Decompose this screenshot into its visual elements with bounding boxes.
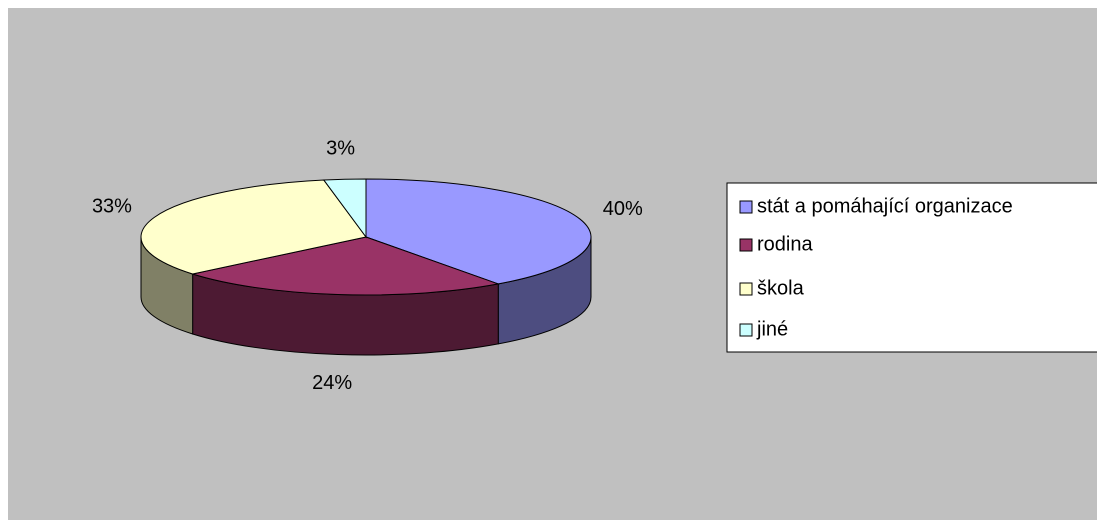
data-label: 24% [312,372,352,394]
legend-label: rodina [757,233,813,255]
legend-swatch [739,282,753,296]
data-label: 3% [326,138,355,160]
legend-label: jiné [756,318,788,340]
slice [365,178,592,285]
data-label: 33% [92,195,132,217]
slice [140,179,367,275]
legend-swatch [739,238,753,252]
data-label: 40% [603,198,643,220]
slice [322,178,367,239]
legend [726,182,1097,353]
legend-swatch [739,323,753,337]
legend-label: škola [757,277,805,299]
legend-entries: stát a pomáhající organizace rodina škola j… [739,195,1013,340]
legend-label: stát a pomáhající organizace [757,195,1013,217]
pie: 40% 24% 33% 3% [92,138,643,394]
slice [190,236,501,296]
legend-swatch [739,200,753,214]
